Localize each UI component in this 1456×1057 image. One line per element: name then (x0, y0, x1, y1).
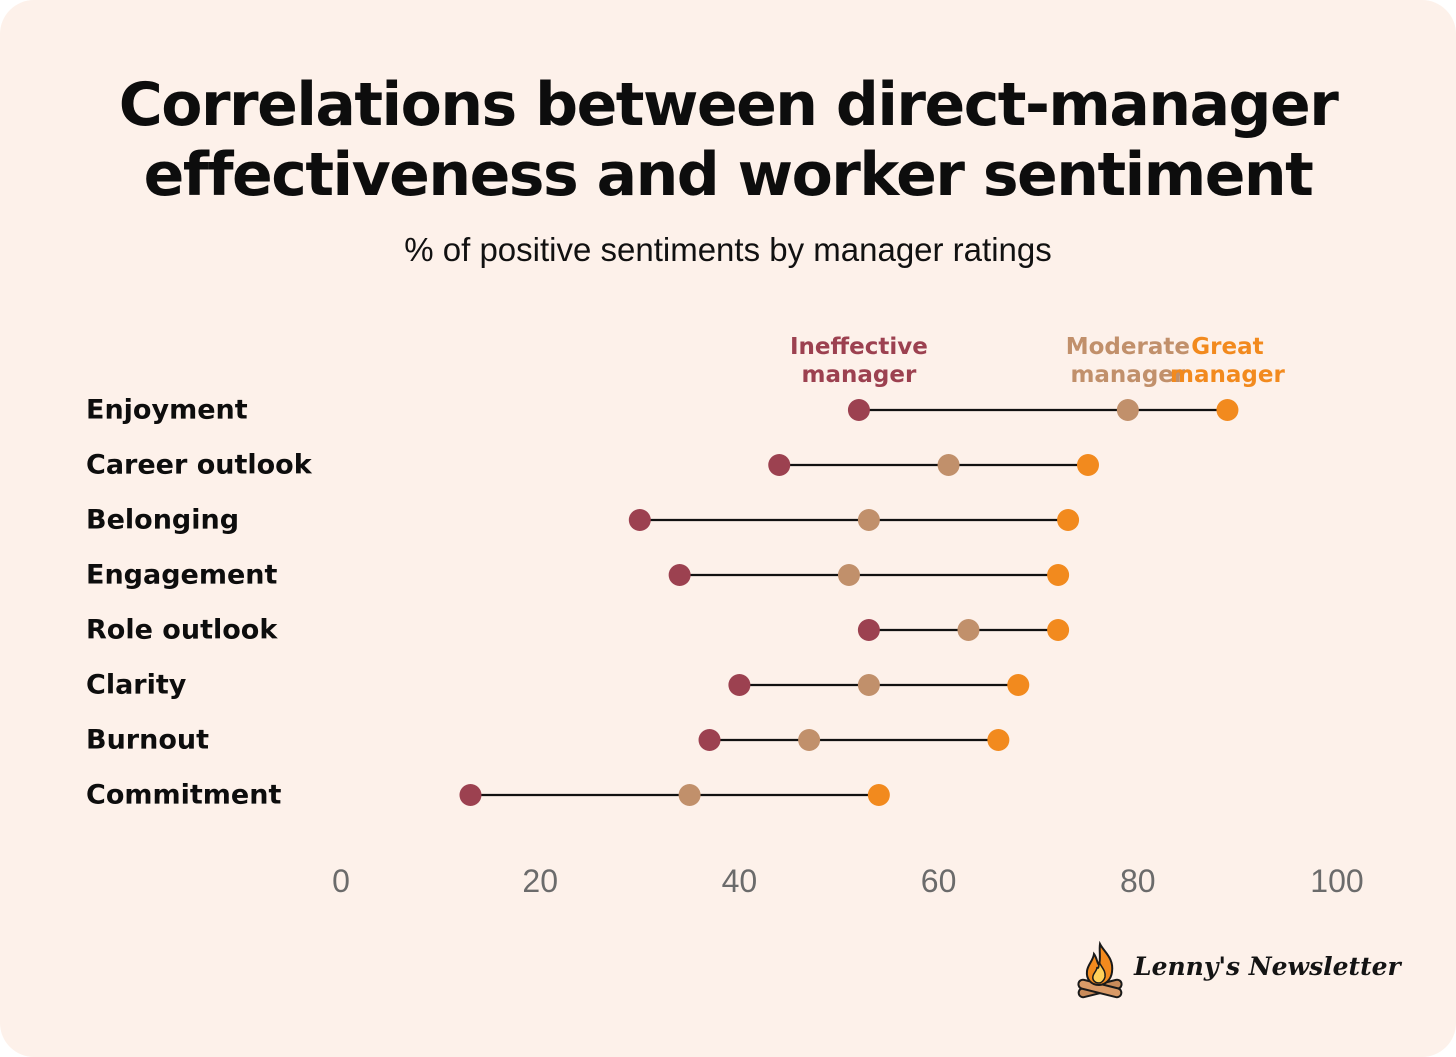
chart-title-line-1: Correlations between direct-manager (118, 70, 1339, 140)
legend-label: Moderate (1066, 334, 1190, 360)
brand-name: Lenny's Newsletter (1134, 952, 1401, 981)
data-point (1057, 509, 1080, 531)
x-tick-label: 80 (1120, 863, 1156, 899)
data-point (847, 399, 870, 421)
data-point (937, 454, 960, 476)
category-label: Engagement (86, 560, 278, 591)
data-point (798, 729, 821, 751)
legend: IneffectivemanagerModeratemanagerGreatma… (790, 334, 1286, 388)
data-point (867, 784, 890, 806)
data-point (837, 564, 860, 586)
legend-label: manager (1070, 362, 1185, 388)
category-label: Burnout (86, 725, 209, 756)
data-point (1116, 399, 1139, 421)
chart-title: Correlations between direct-manager effe… (0, 70, 1456, 210)
x-tick-label: 20 (522, 863, 558, 899)
legend-label: Great (1191, 334, 1263, 360)
data-point (728, 674, 751, 696)
x-tick-label: 0 (332, 863, 350, 899)
data-point (459, 784, 482, 806)
data-point (668, 564, 691, 586)
x-tick-label: 100 (1310, 863, 1363, 899)
brand-logo: Lenny's Newsletter (1074, 938, 1401, 1002)
data-point (987, 729, 1010, 751)
data-point (857, 674, 880, 696)
data-point (1007, 674, 1030, 696)
legend-label: Ineffective (790, 334, 928, 360)
campfire-icon (1077, 940, 1123, 999)
category-labels: Enjoyment Career outlook Belonging Engageme… (86, 395, 313, 811)
data-point (857, 509, 880, 531)
legend-label: manager (1170, 362, 1285, 388)
x-axis-ticks: 0 20 40 60 80 100 (332, 863, 1364, 899)
category-label: Commitment (86, 780, 281, 811)
data-point (698, 729, 721, 751)
range-lines (470, 408, 1228, 797)
category-label: Clarity (86, 670, 187, 701)
data-point (1216, 399, 1239, 421)
legend-label: manager (802, 362, 917, 388)
chart-subtitle: % of positive sentiments by manager rati… (404, 231, 1052, 268)
data-point (628, 509, 651, 531)
category-label: Role outlook (86, 615, 278, 646)
data-point (857, 619, 880, 641)
data-point (1047, 564, 1070, 586)
data-point (957, 619, 980, 641)
x-tick-label: 40 (722, 863, 758, 899)
data-point (1047, 619, 1070, 641)
data-point (768, 454, 791, 476)
category-label: Belonging (86, 505, 239, 536)
data-points (459, 399, 1239, 806)
category-label: Career outlook (86, 450, 313, 481)
category-label: Enjoyment (86, 395, 248, 426)
chart-title-line-2: effectiveness and worker sentiment (143, 140, 1314, 210)
data-point (678, 784, 701, 806)
x-tick-label: 60 (921, 863, 957, 899)
data-point (1077, 454, 1099, 476)
